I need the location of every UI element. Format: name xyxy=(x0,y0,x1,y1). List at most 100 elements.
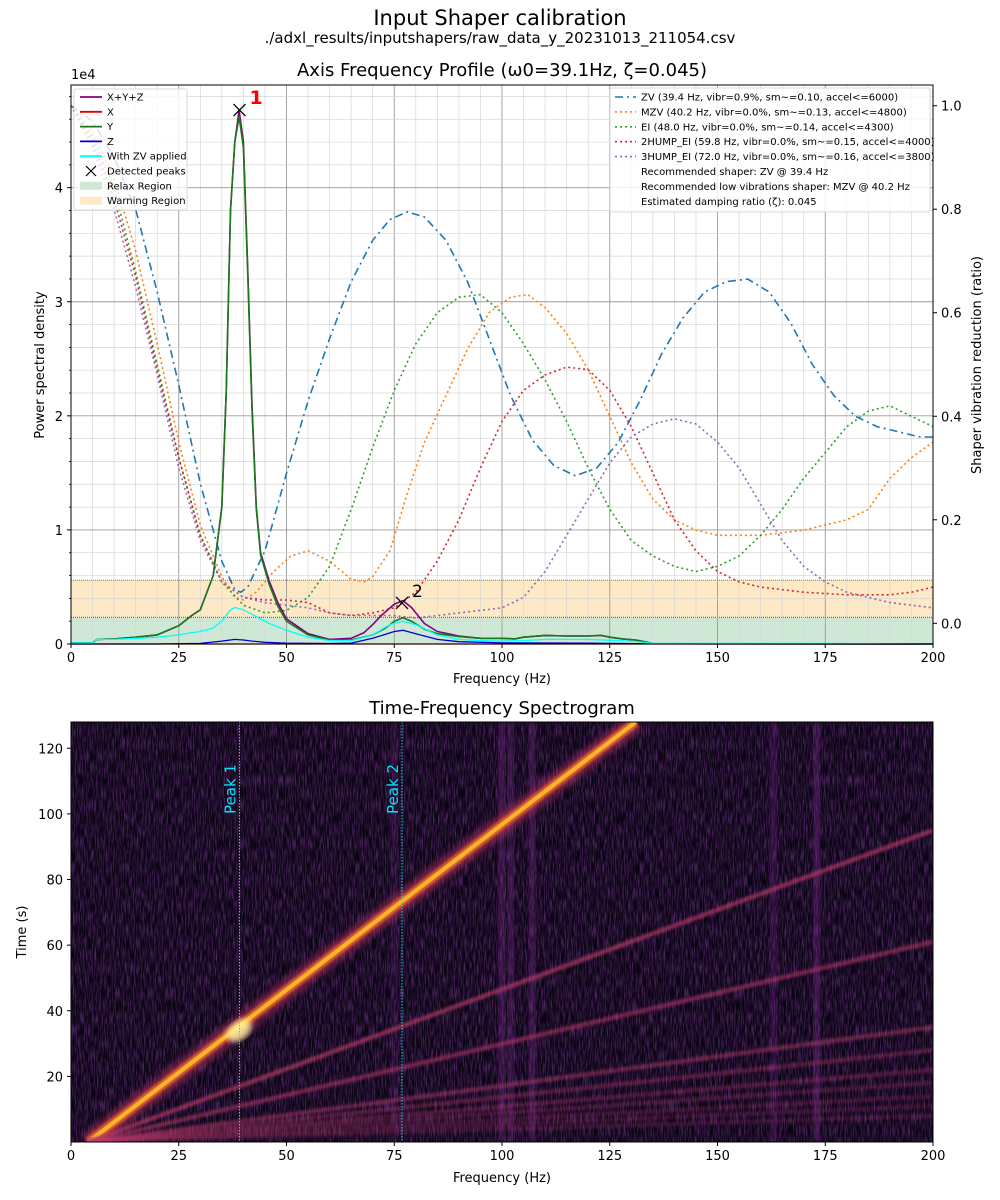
peak-markers-layer: Peak 1 Peak 2 xyxy=(222,722,403,1142)
spectrogram-chart: Time-Frequency Spectrogram Peak 1 Peak 2 … xyxy=(15,698,945,1186)
legend-swatch-peaks xyxy=(85,165,97,177)
legend-swatch-relax xyxy=(80,181,102,190)
y2-tick-label: 0.2 xyxy=(941,514,962,529)
spec-x-tick-label: 200 xyxy=(921,1149,946,1164)
legend-right: ZV (39.4 Hz, vibr=0.9%, sm~=0.10, accel<… xyxy=(609,87,935,213)
harmonic-5 xyxy=(87,1047,933,1142)
harmonic-2 xyxy=(87,828,933,1142)
y2-axis-label: Shaper vibration reduction (ratio) xyxy=(970,256,985,474)
legend-left-label: X+Y+Z xyxy=(107,93,144,104)
y2-tick-label: 0.6 xyxy=(941,307,962,322)
legend-right-label: ZV (39.4 Hz, vibr=0.9%, sm~=0.10, accel<… xyxy=(641,93,898,104)
legend-right-label: EI (48.0 Hz, vibr=0.0%, sm~=0.14, accel<… xyxy=(641,122,894,133)
x-tick-label: 175 xyxy=(813,651,838,666)
spectrogram-peak-label: Peak 2 xyxy=(384,764,402,814)
spec-x-tick-label: 75 xyxy=(386,1149,403,1164)
x-tick-label: 50 xyxy=(278,651,295,666)
legend-right-label: Estimated damping ratio (ζ): 0.045 xyxy=(641,197,817,208)
psd-curve-zv_applied xyxy=(71,606,934,645)
peaks-layer: 12 xyxy=(233,87,423,610)
legend-left: X+Y+Z XYZ With ZV applied Detected peaks Rel… xyxy=(73,88,188,211)
peak-label: 2 xyxy=(412,582,423,602)
spec-y-tick-label: 80 xyxy=(46,874,63,889)
legend-left-label: Y xyxy=(106,122,114,133)
spec-y-tick-label: 100 xyxy=(38,808,63,823)
vertical-bands-layer xyxy=(391,722,820,1142)
legend-left-frame xyxy=(73,88,188,211)
legend-left-label: Z xyxy=(107,137,114,148)
y-tick-label: 0 xyxy=(55,638,63,653)
y-tick-label: 1 xyxy=(55,524,63,539)
resonance-band xyxy=(507,722,514,1142)
harmonic-4 xyxy=(87,1024,933,1142)
legend-left-label: Relax Region xyxy=(107,181,172,192)
spec-y-tick-label: 20 xyxy=(46,1070,63,1085)
y2-tick-label: 0.4 xyxy=(941,410,962,425)
psd-curve-y xyxy=(71,116,934,645)
x-tick-label: 200 xyxy=(921,651,946,666)
spec-x-tick-label: 125 xyxy=(597,1149,622,1164)
harmonics-layer xyxy=(82,722,933,1142)
legend-right-label: Recommended shaper: ZV @ 39.4 Hz xyxy=(641,167,828,178)
x-tick-label: 75 xyxy=(386,651,403,666)
spec-y-tick-label: 60 xyxy=(46,939,63,954)
shaper-curve-2hump_ei xyxy=(70,105,934,617)
figure-title: Input Shaper calibration xyxy=(373,6,626,30)
resonance-band xyxy=(770,722,777,1142)
y2-tick-label: 0.0 xyxy=(941,617,962,632)
x-axis-label: Frequency (Hz) xyxy=(453,672,551,687)
shaper-curve-zv xyxy=(70,105,933,594)
legend-left-label: With ZV applied xyxy=(107,152,187,163)
spectrogram-peak-label: Peak 1 xyxy=(222,764,240,814)
spectrogram-title: Time-Frequency Spectrogram xyxy=(368,698,635,719)
legend-right-frame xyxy=(609,87,931,213)
legend-right-label: 2HUMP_EI (59.8 Hz, vibr=0.0%, sm~=0.15, … xyxy=(641,137,935,148)
legend-left-label: X xyxy=(107,107,114,118)
y-axis-label: Power spectral density xyxy=(33,291,48,439)
legend-right-label: 3HUMP_EI (72.0 Hz, vibr=0.0%, sm~=0.16, … xyxy=(641,152,935,163)
y-tick-label: 2 xyxy=(55,410,63,425)
harmonic-3 xyxy=(87,939,933,1142)
y2-tick-label: 1.0 xyxy=(941,100,962,115)
resonance-band xyxy=(813,722,820,1142)
spec-x-tick-label: 0 xyxy=(67,1149,75,1164)
resonance-hotspot xyxy=(226,1019,252,1042)
figure-subtitle: ./adxl_results/inputshapers/raw_data_y_2… xyxy=(265,29,736,48)
legend-left-label: Detected peaks xyxy=(107,167,186,178)
peak-label: 1 xyxy=(250,87,263,109)
x-tick-label: 0 xyxy=(67,651,75,666)
y-axis-multiplier: 1e4 xyxy=(71,68,96,83)
x-tick-label: 25 xyxy=(170,651,187,666)
harmonic-10 xyxy=(88,1113,933,1142)
frequency-profile-chart: Axis Frequency Profile (ω0=39.1Hz, ζ=0.0… xyxy=(33,60,985,687)
peak-marker xyxy=(395,596,409,610)
psd-curve-z xyxy=(71,629,934,645)
spectrogram-y-label: Time (s) xyxy=(15,906,30,960)
x-tick-label: 125 xyxy=(597,651,622,666)
spec-x-tick-label: 175 xyxy=(813,1149,838,1164)
x-tick-label: 150 xyxy=(705,651,730,666)
resonance-band xyxy=(499,722,505,1142)
peak-marker xyxy=(233,103,246,117)
x-tick-label: 100 xyxy=(490,651,515,666)
legend-right-label: Recommended low vibrations shaper: MZV @… xyxy=(641,182,910,193)
frequency-profile-title: Axis Frequency Profile (ω0=39.1Hz, ζ=0.0… xyxy=(297,60,707,81)
spec-x-tick-label: 50 xyxy=(278,1149,295,1164)
axes-layer: 0 25 50 75 100 125 150 175 200 0 1 2 3 4 0.0 0.2 0.4 0.6 0… xyxy=(55,96,962,666)
resonance-band xyxy=(391,722,398,1142)
spec-x-tick-label: 100 xyxy=(490,1149,515,1164)
spec-y-tick-label: 120 xyxy=(38,742,63,757)
y-tick-label: 3 xyxy=(55,296,63,311)
y2-tick-label: 0.8 xyxy=(941,203,962,218)
spec-x-tick-label: 25 xyxy=(170,1149,187,1164)
legend-left-label: Warning Region xyxy=(107,196,186,207)
spec-y-tick-label: 40 xyxy=(46,1005,63,1020)
spec-x-tick-label: 150 xyxy=(705,1149,730,1164)
spectrogram-x-label: Frequency (Hz) xyxy=(453,1171,551,1186)
legend-right-label: MZV (40.2 Hz, vibr=0.0%, sm~=0.13, accel… xyxy=(641,107,907,118)
harmonic-1-highlight xyxy=(87,722,637,1142)
legend-swatch-warning xyxy=(80,196,102,205)
y-tick-label: 4 xyxy=(55,182,63,197)
